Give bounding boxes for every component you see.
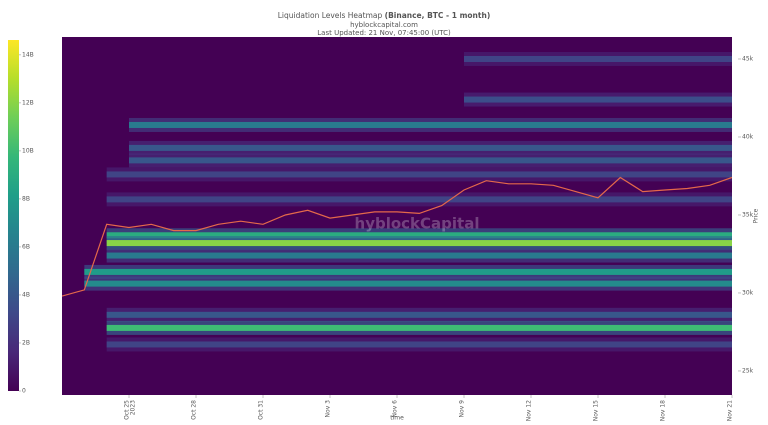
title: Liquidation Levels Heatmap [278,11,383,20]
colorbar-tick-label: 8B [22,195,30,202]
heat-band [84,268,732,275]
colorbar-tick-label: 4B [22,291,30,298]
x-tick-label: Oct 28 [191,400,198,420]
x-tick-label: Nov 12 [526,400,533,421]
heat-band [106,196,732,203]
x-year-label: 2023 [130,400,137,415]
plot-area [62,37,732,395]
x-tick-label: Nov 15 [593,400,600,421]
x-tick-label: Oct 31 [258,400,265,420]
y-tick-label: 30k [742,289,754,296]
heat-band [106,240,732,247]
heat-band [106,252,732,259]
colorbar-tick-label: 2B [22,339,30,346]
y-tick-label: 40k [742,133,754,140]
colorbar-tick-label: 0 [22,388,26,395]
heat-band [106,324,732,331]
heat-band [464,55,732,62]
colorbar-tick-label: 6B [22,243,30,250]
x-tick-label: Nov 3 [325,400,332,418]
heat-band [464,96,732,103]
colorbar-tick-label: 12B [22,99,34,106]
y-tick-label: 25k [742,367,754,374]
y-tick-label: 35k [742,211,754,218]
title-emphasis: (Binance, BTC - 1 month) [385,11,491,20]
heat-band [129,157,732,164]
colorbar-tick-label: 10B [22,147,34,154]
heat-band [106,232,732,239]
x-tick-label: Nov 9 [459,400,466,418]
heat-band [106,341,732,348]
x-tick-label: Nov 18 [660,400,667,421]
y-tick-label: 45k [742,55,754,62]
x-tick-label: Nov 21 [727,400,734,421]
subtitle: hyblockcapital.com [350,21,418,29]
heat-band [129,144,732,151]
heat-band [106,171,732,178]
heat-band [129,121,732,128]
price-line [62,176,732,297]
colorbar [8,40,19,391]
heat-band [106,311,732,318]
chart-title: Liquidation Levels Heatmap (Binance, BTC… [278,11,491,20]
y-axis-title: Price [753,208,760,223]
updated: Last Updated: 21 Nov, 07:45:00 (UTC) [317,29,451,37]
x-tick-label: Oct 25 [124,400,131,420]
colorbar-tick-label: 14B [22,51,34,58]
x-tick-label: Nov 6 [392,400,399,418]
x-axis-title: time [390,415,404,422]
heat-band [84,280,732,287]
watermark: hyblockCapital [355,215,480,233]
